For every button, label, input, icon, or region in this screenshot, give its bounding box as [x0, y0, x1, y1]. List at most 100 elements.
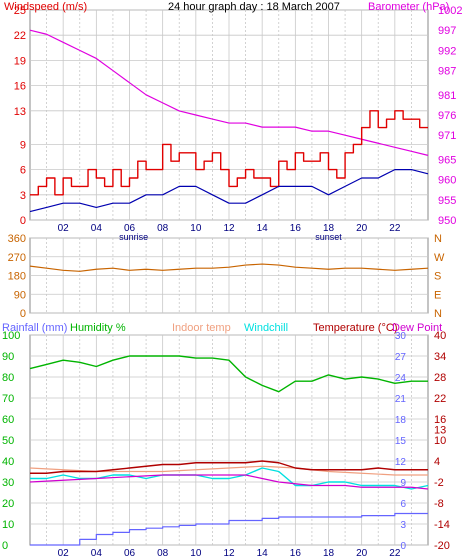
humidity-tick-label: 10 — [2, 519, 14, 531]
hour-tick-label: 18 — [323, 223, 335, 234]
windspeed-axis-label: Windspeed (m/s) — [4, 1, 87, 13]
direction-tick-label: 270 — [8, 252, 26, 264]
temperature-tick-label: -20 — [434, 540, 450, 552]
hour-tick-label: 22 — [389, 223, 401, 234]
hour-tick-label: 14 — [257, 548, 269, 556]
rainfall-tick-label: 6 — [400, 499, 406, 510]
temperature-label: Temperature (°C) — [313, 322, 397, 334]
barometer-tick-label: 955 — [438, 195, 456, 207]
temperature-tick-label: 40 — [434, 330, 446, 342]
direction-tick-label: 180 — [8, 271, 26, 283]
barometer-tick-label: 960 — [438, 175, 456, 187]
humidity-tick-label: 0 — [2, 540, 8, 552]
rainfall-tick-label: 0 — [400, 541, 406, 552]
hour-tick-label: 06 — [124, 548, 136, 556]
temperature-tick-label: -14 — [434, 519, 450, 531]
barometer-tick-label: 992 — [438, 45, 456, 57]
hour-tick-label: 06 — [124, 223, 136, 234]
hour-tick-label: 02 — [58, 223, 70, 234]
rainfall-tick-label: 18 — [395, 415, 407, 426]
wind-tick-label: 9 — [20, 139, 26, 151]
humidity-tick-label: 80 — [2, 372, 14, 384]
hour-tick-label: 08 — [157, 223, 169, 234]
dewpoint-label: Dew Point — [392, 322, 442, 334]
chart-series — [29, 29, 429, 546]
series-temperature-c — [30, 460, 428, 474]
humidity-tick-label: 40 — [2, 456, 14, 468]
series-humidity — [29, 355, 428, 393]
compass-tick-label: S — [434, 271, 441, 283]
humidity-tick-label: 50 — [2, 435, 14, 447]
humidity-tick-label: 30 — [2, 477, 14, 489]
humidity-tick-label: 90 — [2, 351, 14, 363]
rainfall-tick-label: 27 — [395, 352, 407, 363]
barometer-axis-label: Barometer (hPa) — [368, 1, 449, 13]
rainfall-tick-label: 15 — [395, 436, 407, 447]
hour-tick-label: 02 — [58, 548, 70, 556]
temperature-tick-label: 16 — [434, 414, 446, 426]
temperature-tick-label: -2 — [434, 477, 444, 489]
hour-tick-label: 20 — [356, 548, 368, 556]
temperature-tick-label: 28 — [434, 372, 446, 384]
direction-tick-label: 90 — [14, 289, 26, 301]
direction-tick-label: 0 — [20, 308, 26, 320]
temperature-tick-label: 10 — [434, 435, 446, 447]
hour-tick-label: 10 — [190, 223, 202, 234]
rainfall-tick-label: 24 — [395, 373, 407, 384]
temperature-tick-label: 22 — [434, 393, 446, 405]
compass-tick-label: E — [434, 289, 441, 301]
humidity-tick-label: 70 — [2, 393, 14, 405]
rainfall-label: Rainfall (mm) — [2, 322, 67, 334]
rainfall-tick-label: 3 — [400, 520, 406, 531]
rainfall-tick-label: 9 — [400, 478, 406, 489]
windchill-label: Windchill — [244, 322, 288, 334]
barometer-tick-label: 950 — [438, 215, 456, 227]
barometer-tick-label: 987 — [438, 66, 456, 78]
rainfall-tick-label: 21 — [395, 394, 407, 405]
barometer-tick-label: 997 — [438, 25, 456, 37]
hour-tick-label: 04 — [91, 548, 103, 556]
chart-title: 24 hour graph day : 18 March 2007 — [168, 1, 340, 13]
hour-tick-label: 22 — [389, 548, 401, 556]
wind-tick-label: 22 — [14, 30, 26, 42]
direction-tick-label: 360 — [8, 233, 26, 245]
rainfall-tick-label: 30 — [395, 331, 407, 342]
humidity-label: Humidity % — [70, 322, 126, 334]
temperature-tick-label: -8 — [434, 498, 444, 510]
series-dew-point — [29, 474, 429, 490]
grid-lines — [30, 9, 428, 546]
rainfall-tick-label: 12 — [395, 457, 407, 468]
compass-tick-label: N — [434, 233, 442, 245]
series-average-windspeed — [29, 169, 429, 213]
temperature-tick-label: 13 — [434, 425, 446, 437]
temperature-tick-label: 34 — [434, 351, 446, 363]
hour-tick-label: 18 — [323, 548, 335, 556]
axis-ticks: 0369131619222595095596096597197698198799… — [2, 5, 462, 556]
barometer-tick-label: 1002 — [438, 5, 462, 17]
temperature-tick-label: 4 — [434, 456, 440, 468]
barometer-tick-label: 971 — [438, 130, 456, 142]
humidity-tick-label: 100 — [2, 330, 20, 342]
sunrise-label: sunrise — [119, 232, 148, 242]
indoor-temp-label: Indoor temp — [172, 322, 231, 334]
wind-tick-label: 19 — [14, 55, 26, 67]
hour-tick-label: 12 — [223, 548, 235, 556]
series-windspeed-m-s — [30, 110, 428, 196]
series-wind-direction — [29, 263, 429, 272]
wind-tick-label: 13 — [14, 106, 26, 118]
wind-tick-label: 3 — [20, 190, 26, 202]
hour-tick-label: 12 — [223, 223, 235, 234]
compass-tick-label: N — [434, 308, 442, 320]
wind-tick-label: 25 — [14, 5, 26, 17]
barometer-tick-label: 976 — [438, 110, 456, 122]
barometer-tick-label: 965 — [438, 154, 456, 166]
wind-tick-label: 6 — [20, 165, 26, 177]
hour-tick-label: 08 — [157, 548, 169, 556]
hour-tick-label: 16 — [290, 223, 302, 234]
hour-tick-label: 14 — [257, 223, 269, 234]
hour-tick-label: 10 — [190, 548, 202, 556]
hour-tick-label: 04 — [91, 223, 103, 234]
hour-tick-label: 16 — [290, 548, 302, 556]
hour-tick-label: 20 — [356, 223, 368, 234]
